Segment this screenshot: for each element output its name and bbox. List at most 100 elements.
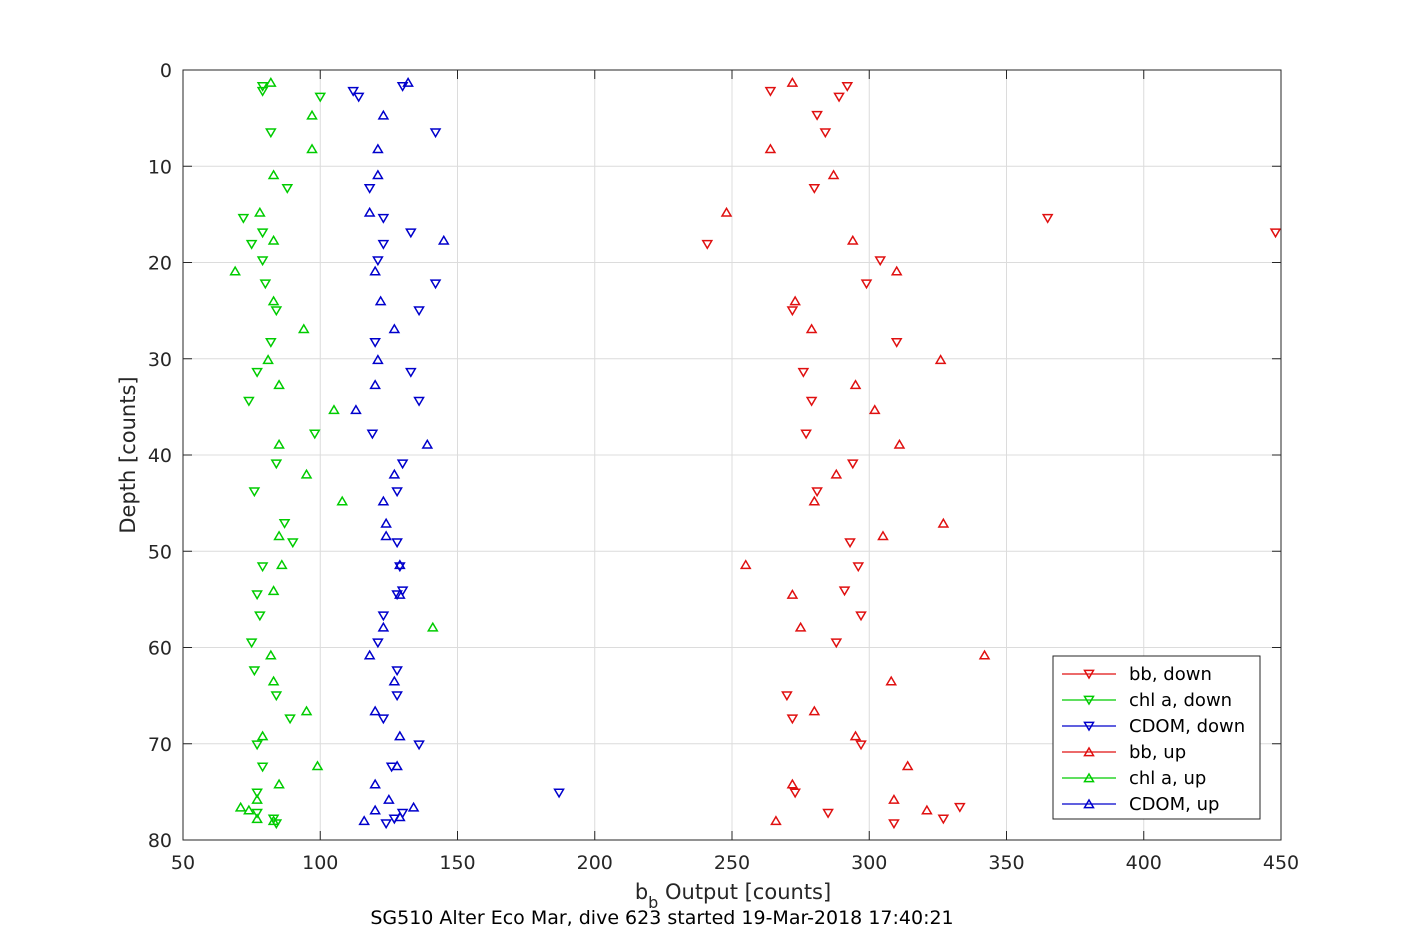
data-point [394, 589, 406, 599]
data-point [855, 740, 867, 751]
data-point [937, 814, 950, 825]
x-axis-label-subscript: b [648, 893, 658, 912]
data-point [388, 675, 401, 686]
data-point [413, 740, 425, 751]
legend-entry: CDOM, down [1062, 716, 1245, 737]
data-point [394, 811, 406, 822]
data-point [306, 109, 318, 120]
data-point [377, 714, 390, 725]
data-point [789, 788, 801, 799]
data-point [429, 279, 442, 290]
data-point [248, 487, 261, 498]
data-point [701, 239, 714, 250]
data-point [278, 518, 291, 529]
y-tick-label: 20 [148, 253, 172, 275]
data-point [805, 396, 818, 407]
x-tick-label: 100 [302, 852, 338, 874]
data-point [830, 638, 843, 649]
data-point [786, 778, 799, 789]
data-point [265, 338, 277, 348]
data-point [377, 239, 390, 250]
data-point [786, 306, 799, 317]
data-point [811, 110, 823, 121]
data-point [849, 730, 862, 741]
x-tick-label: 250 [714, 852, 750, 874]
data-point [921, 804, 933, 815]
data-point [237, 213, 250, 224]
data-point [352, 92, 365, 103]
data-point [377, 109, 390, 120]
y-tick-label: 30 [148, 349, 172, 371]
data-point [256, 228, 269, 239]
data-point [396, 459, 409, 470]
data-point [251, 367, 263, 378]
axis-ticks: 50 100 150 200 250 300 350 400 450 0 10 20 30 40 50 60 7… [148, 60, 1299, 874]
data-point [888, 819, 900, 830]
data-point [394, 559, 406, 570]
y-tick-label: 70 [148, 734, 172, 756]
data-point [372, 638, 384, 649]
data-point [336, 495, 349, 506]
data-point [234, 801, 247, 812]
data-point [797, 367, 810, 378]
data-point [369, 778, 381, 789]
data-point [553, 788, 565, 799]
data-point [372, 256, 384, 267]
data-point [786, 714, 799, 725]
data-point [369, 379, 381, 390]
data-point [739, 559, 752, 570]
data-point [822, 808, 834, 819]
data-point [369, 705, 381, 716]
data-point [770, 815, 782, 826]
data-point [363, 649, 376, 660]
data-point [265, 76, 277, 87]
x-tick-label: 200 [577, 852, 613, 874]
data-point [369, 265, 381, 276]
data-point [380, 530, 392, 541]
data-point [358, 815, 370, 826]
data-point [391, 487, 403, 498]
data-point [405, 228, 417, 239]
data-point [844, 538, 856, 549]
data-point [426, 621, 439, 632]
data-point [811, 487, 823, 498]
y-tick-label: 50 [148, 541, 172, 563]
data-point [901, 760, 914, 771]
data-point [380, 819, 392, 830]
data-point [405, 367, 417, 378]
y-tick-label: 10 [148, 156, 172, 178]
data-point [229, 265, 241, 276]
data-point [849, 379, 862, 390]
legend-entry: bb, up [1062, 742, 1186, 763]
data-point [890, 338, 903, 348]
data-point [262, 354, 274, 365]
data-point [789, 295, 801, 306]
data-point [413, 396, 425, 407]
data-point [254, 611, 266, 622]
data-point [377, 621, 390, 632]
data-point [808, 495, 821, 506]
data-point [267, 295, 280, 306]
data-point [300, 705, 313, 716]
data-point [286, 538, 299, 549]
data-point [374, 295, 387, 306]
y-tick-label: 80 [148, 830, 172, 852]
data-point [421, 438, 434, 449]
data-point [808, 705, 821, 716]
data-point [805, 323, 818, 334]
data-point [267, 169, 280, 180]
data-point [808, 184, 821, 194]
series-0 [701, 82, 1282, 830]
series-3 [720, 76, 991, 826]
data-point [413, 306, 425, 317]
legend-label: chl a, up [1129, 768, 1206, 789]
data-point [890, 265, 903, 276]
data-point [786, 589, 799, 599]
data-point [270, 459, 283, 470]
data-point [868, 404, 881, 415]
data-point [764, 143, 777, 154]
data-point [402, 76, 414, 87]
legend-entry: CDOM, up [1062, 794, 1219, 815]
data-point [369, 338, 381, 348]
